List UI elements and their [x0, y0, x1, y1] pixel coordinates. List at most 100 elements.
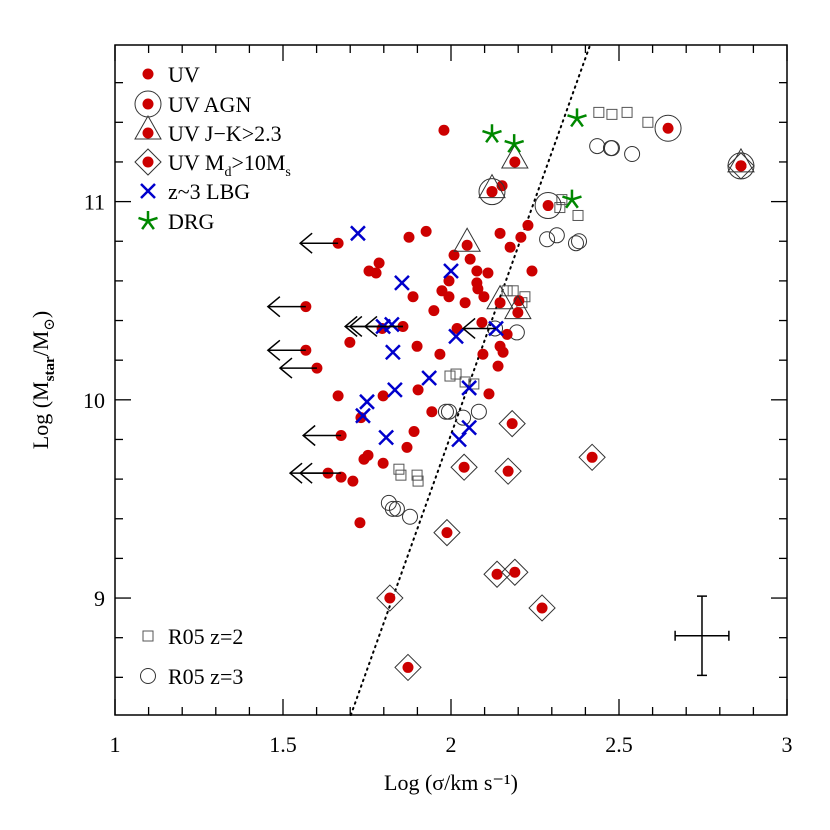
r05-z2-point [507, 285, 519, 297]
uv-jk-point [509, 156, 521, 168]
x-axis-label: Log (σ/km s⁻¹) [384, 770, 518, 795]
uv-point [471, 265, 483, 277]
r05-z3-point [539, 231, 556, 248]
uv-point [472, 283, 484, 295]
upper-limit-arrow [266, 339, 306, 361]
r05-z3-point [402, 508, 419, 525]
uv-point [426, 406, 438, 418]
uv-md-diamond [450, 453, 478, 481]
uv-point [476, 317, 488, 329]
r05-z2-point [554, 202, 566, 214]
drg-point [567, 108, 587, 128]
legend-item-uv: UV [142, 62, 200, 87]
uv-md-point [506, 418, 518, 430]
lbg-point [387, 382, 403, 398]
y-tick-label: 11 [84, 190, 105, 215]
uv-md-diamond [498, 409, 526, 438]
uv-point [142, 68, 154, 80]
r05-z3-point [602, 140, 619, 157]
uv-point [332, 390, 344, 402]
uv-point [504, 241, 516, 253]
uv-md-diamond [494, 457, 522, 485]
r05-z3-point [140, 668, 156, 684]
uv-md-point [491, 568, 503, 580]
uv-point [482, 267, 494, 279]
r05-z2-point [606, 108, 618, 120]
legend-item-lbg: z~3 LBG [140, 179, 250, 204]
r05-z2-point [468, 378, 480, 390]
r05-z2-point [412, 475, 424, 487]
lbg-point [355, 407, 371, 424]
uv-md-diamond [433, 518, 461, 547]
uv-point [373, 257, 385, 269]
r05-z2-point [393, 463, 405, 475]
uv-point [477, 348, 489, 360]
lbg-point [443, 263, 459, 279]
legend-label-part: DRG [168, 209, 215, 234]
uv-point [408, 426, 420, 438]
uv-md-point [536, 602, 548, 614]
legend-label-part: R05 z=2 [168, 624, 243, 649]
uv-md-point [142, 156, 154, 168]
y-axis-label-part: /M [28, 331, 53, 357]
lbg-point [394, 274, 410, 291]
uv-point [403, 231, 415, 243]
r05-z3-point [624, 146, 641, 163]
uv-md-diamond [483, 560, 511, 588]
uv-agn-circle [654, 114, 682, 142]
uv-point [412, 384, 424, 396]
uv-point [377, 390, 389, 402]
legend-label-part: s [285, 165, 290, 180]
r05-z3-point [437, 403, 454, 420]
uv-point [420, 225, 432, 237]
r05-z3-point [470, 403, 487, 420]
uv-point [478, 291, 490, 303]
uv-jk-point [142, 127, 154, 139]
legend-label-part: R05 z=3 [168, 664, 243, 689]
y-axis-label-part: ) [28, 311, 53, 318]
uv-point [401, 441, 413, 453]
uv-md-diamond [376, 584, 404, 612]
upper-limit-arrow [298, 232, 339, 254]
uv-md-point [402, 661, 414, 673]
y-tick-label: 10 [83, 388, 105, 413]
drg-point [482, 124, 502, 144]
uv-point [407, 291, 419, 303]
uv-jk-triangle [478, 173, 506, 199]
uv-jk-triangle [504, 294, 532, 320]
legend-label-part: UV M [168, 150, 224, 175]
legend-label-part: UV [168, 62, 200, 87]
r05-z3-point [388, 500, 405, 517]
lbg-point [448, 328, 464, 345]
legend-label: UV Md>10Ms [168, 150, 291, 180]
r05-z2-point [395, 469, 407, 481]
x-tick-label: 2 [446, 732, 457, 757]
uv-point [459, 297, 471, 309]
uv-point [492, 360, 504, 372]
r05-z2-point [501, 285, 513, 297]
legend-item-uv-agn: UV AGN [134, 90, 251, 118]
r05-z3-point [548, 227, 565, 244]
y-tick-label: 9 [94, 586, 105, 611]
uv-point [464, 253, 476, 265]
lbg-point [461, 419, 478, 436]
uv-point [443, 275, 455, 287]
uv-point [522, 219, 534, 231]
upper-limit-arrow [301, 424, 342, 447]
y-axis-label-part: ⊙ [42, 318, 58, 331]
uv-md-diamond [578, 443, 606, 472]
x-tick-label: 1.5 [269, 732, 297, 757]
legend-item-drg: DRG [138, 209, 215, 234]
uv-point [354, 517, 366, 529]
upper-limit-arrow [461, 317, 497, 340]
uv-jk-triangle [500, 143, 529, 169]
uv-md-diamond [134, 148, 162, 176]
x-tick-label: 2.5 [605, 732, 633, 757]
y-axis-label-part: Log (M [28, 381, 53, 449]
legend-item-r05-z2: R05 z=2 [142, 624, 243, 649]
uv-jk-point [486, 186, 498, 198]
legend-item-uv-md: UV Md>10Ms [134, 148, 291, 180]
uv-point [347, 475, 359, 487]
r05-z2-point [142, 630, 154, 642]
legend-label: DRG [168, 209, 215, 234]
